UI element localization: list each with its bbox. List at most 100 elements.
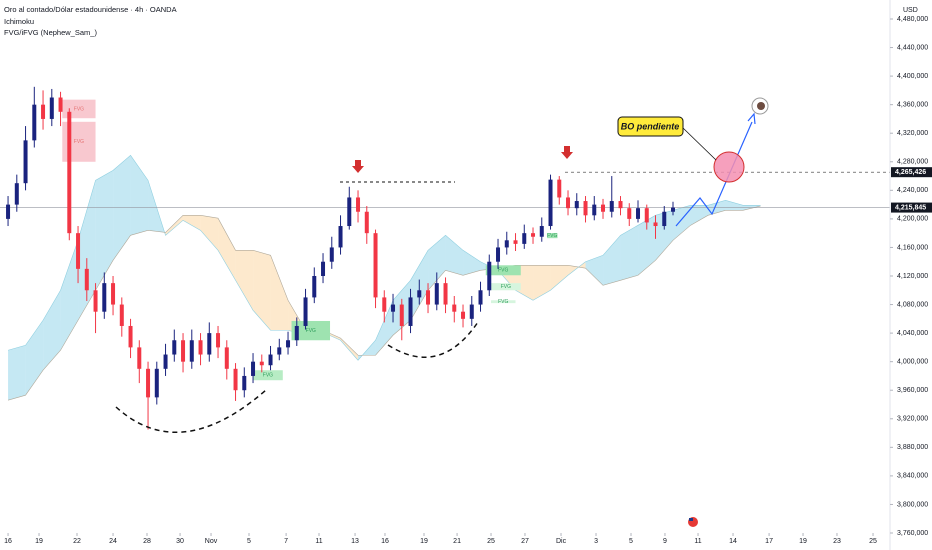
x-tick-label: Nov <box>205 538 218 545</box>
cloud-segment <box>463 250 481 276</box>
candle-body <box>207 333 212 355</box>
level-label-box <box>891 202 932 213</box>
x-tick-label: 28 <box>143 538 151 545</box>
x-tick-label: 30 <box>176 538 184 545</box>
event-flag-part <box>689 518 693 521</box>
candle-body <box>496 247 501 262</box>
y-tick-label: 4,080,000 <box>897 301 928 308</box>
candle-body <box>128 325 133 348</box>
candle-body <box>224 347 229 369</box>
cloud-segment <box>533 265 551 301</box>
candle-body <box>294 325 299 341</box>
cloud-segment <box>60 240 79 351</box>
candle-body <box>417 290 422 298</box>
level-label-box <box>891 167 932 178</box>
candle-body <box>277 347 282 355</box>
candle-body <box>119 304 124 326</box>
cloud-segment <box>43 290 61 371</box>
y-tick-label: 3,960,000 <box>897 387 928 394</box>
candle-body <box>49 97 54 119</box>
candle-body <box>303 297 308 326</box>
red-arrow <box>352 160 364 173</box>
y-tick-label: 3,840,000 <box>897 473 928 480</box>
candle-body <box>644 208 649 223</box>
y-tick-label: 4,400,000 <box>897 73 928 80</box>
dashed-curve <box>387 321 479 358</box>
target-circle <box>713 151 745 183</box>
fvg-zone <box>547 233 558 239</box>
candle-body <box>382 297 387 312</box>
cloud-segment <box>585 255 604 286</box>
candle-body <box>601 204 606 212</box>
y-tick-label: 4,240,000 <box>897 187 928 194</box>
candle-body <box>259 361 264 366</box>
indicator-label: FVG/iFVG (Nephew_Sam_) <box>4 28 97 37</box>
x-tick-label: 5 <box>629 538 633 545</box>
x-tick-label: 16 <box>4 538 12 545</box>
candle-body <box>531 233 536 237</box>
red-arrow <box>561 146 573 159</box>
candle-body <box>6 204 11 219</box>
fvg-label: FVG <box>74 106 84 112</box>
candle-body <box>627 208 632 219</box>
candle-body <box>557 179 562 198</box>
candle-body <box>434 283 439 305</box>
x-tick-label: 17 <box>765 538 773 545</box>
y-tick-label: 4,440,000 <box>897 44 928 51</box>
callout-text: BO pendiente <box>621 121 680 131</box>
candle-body <box>662 211 667 227</box>
candle-body <box>539 226 544 237</box>
cloud-segment <box>200 215 219 251</box>
candle-body <box>41 104 46 119</box>
x-tick-label: 23 <box>833 538 841 545</box>
y-tick-label: 4,120,000 <box>897 273 928 280</box>
candle-body <box>67 111 72 234</box>
x-tick-label: 27 <box>521 538 529 545</box>
candle-body <box>636 208 641 219</box>
x-tick-label: 21 <box>453 538 461 545</box>
y-tick-label: 4,480,000 <box>897 16 928 23</box>
candle-body <box>469 304 474 319</box>
cloud-segment <box>270 255 289 331</box>
candle-body <box>58 97 63 112</box>
candle-body <box>329 247 334 262</box>
candle-body <box>452 304 457 312</box>
y-tick-label: 4,280,000 <box>897 159 928 166</box>
candle-body <box>23 140 28 184</box>
candle-body <box>391 304 396 312</box>
y-tick-label: 4,360,000 <box>897 102 928 109</box>
x-tick-label: 11 <box>694 538 701 545</box>
candle-body <box>102 283 107 312</box>
candle-body <box>408 297 413 326</box>
candle-body <box>268 354 273 366</box>
candle-body <box>461 311 466 319</box>
candle-body <box>478 290 483 305</box>
x-tick-label: 14 <box>729 538 737 545</box>
candle-body <box>566 197 571 209</box>
fvg-label: FVG <box>498 299 508 305</box>
x-tick-label: 5 <box>247 538 251 545</box>
callout-box <box>617 116 684 137</box>
y-tick-label: 3,880,000 <box>897 444 928 451</box>
x-tick-label: 24 <box>109 538 117 545</box>
fvg-label: FVG <box>501 284 511 290</box>
fvg-label: FVG <box>74 139 84 145</box>
candle-body <box>181 340 186 362</box>
candle-body <box>347 197 352 227</box>
candle-body <box>84 268 89 291</box>
candle-body <box>154 368 159 398</box>
candle-body <box>338 226 343 248</box>
y-tick-label: 3,800,000 <box>897 501 928 508</box>
symbol-title: Oro al contado/Dólar estadounidense · 4h… <box>4 5 177 14</box>
currency-label: USD <box>903 7 918 14</box>
x-tick-label: 22 <box>73 538 81 545</box>
x-tick-label: 19 <box>420 538 428 545</box>
candle-body <box>653 222 658 227</box>
candle-body <box>671 207 676 212</box>
candle-body <box>356 197 361 212</box>
candle-body <box>574 201 579 209</box>
candle-body <box>198 340 203 355</box>
candle-body <box>93 290 98 312</box>
